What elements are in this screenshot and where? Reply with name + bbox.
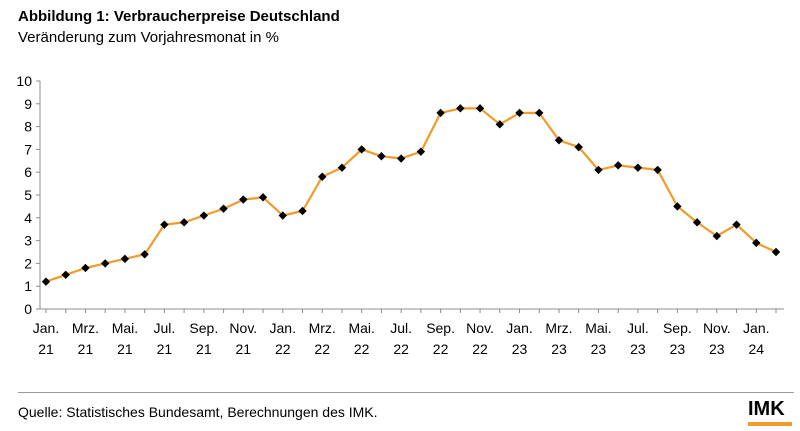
data-point — [298, 206, 307, 216]
data-point — [258, 193, 268, 202]
data-point — [633, 163, 643, 172]
data-point — [357, 145, 366, 154]
y-tick-label: 10 — [16, 73, 32, 89]
logo-bar — [748, 422, 792, 426]
x-tick-label-year: 22 — [354, 341, 370, 357]
x-tick-label-month: Nov. — [703, 320, 731, 336]
data-point — [140, 250, 149, 259]
x-tick-label-year: 23 — [670, 341, 686, 357]
data-point — [416, 147, 426, 156]
data-point — [396, 154, 406, 163]
x-tick-label-year: 22 — [472, 341, 488, 357]
y-axis: 0 1 2 3 4 5 6 7 8 9 10 — [16, 73, 41, 317]
data-point — [377, 152, 386, 161]
data-point — [535, 108, 544, 118]
x-tick-label-month: Sep. — [663, 320, 692, 336]
footer-divider — [18, 392, 794, 393]
data-point — [61, 270, 70, 279]
data-point — [199, 211, 209, 220]
x-tick-label-year: 22 — [393, 341, 409, 357]
data-point — [673, 202, 682, 211]
data-point — [160, 220, 169, 229]
chart-subtitle: Veränderung zum Vorjahresmonat in % — [18, 29, 279, 46]
y-tick-label: 5 — [24, 187, 32, 203]
x-tick-label-month: Jul. — [627, 320, 649, 336]
data-point — [81, 263, 90, 273]
data-point — [100, 259, 110, 268]
data-point — [179, 218, 189, 227]
data-point — [219, 204, 228, 213]
y-tick-label: 9 — [24, 96, 32, 112]
x-tick-label-month: Mai. — [112, 320, 138, 336]
data-point — [692, 218, 702, 227]
data-point — [752, 238, 761, 248]
y-tick-label: 8 — [24, 119, 32, 135]
source-note: Quelle: Statistisches Bundesamt, Berechn… — [18, 404, 378, 420]
y-tick-label: 2 — [24, 255, 32, 271]
data-point — [495, 120, 504, 129]
x-tick-label-month: Sep. — [426, 320, 455, 336]
data-point — [613, 161, 623, 170]
data-point — [594, 165, 603, 175]
data-point — [515, 108, 524, 118]
x-tick-label-month: Nov. — [229, 320, 257, 336]
y-tick-label: 3 — [24, 233, 32, 249]
data-point — [120, 254, 130, 264]
data-point — [732, 220, 741, 229]
data-point — [278, 211, 287, 220]
imk-logo: IMK — [748, 398, 794, 428]
x-tick-label-month: Mai. — [348, 320, 374, 336]
data-point — [318, 172, 327, 181]
x-tick-label-month: Jan. — [743, 320, 769, 336]
x-tick-label-month: Sep. — [189, 320, 218, 336]
x-tick-label-month: Mrz. — [309, 320, 336, 336]
data-point — [712, 231, 722, 241]
data-point — [337, 163, 347, 172]
x-tick-label-year: 23 — [551, 341, 567, 357]
x-tick-label-month: Mrz. — [545, 320, 572, 336]
x-tick-label-year: 23 — [709, 341, 725, 357]
x-tick-label-year: 21 — [236, 341, 252, 357]
x-tick-label-year: 23 — [512, 341, 528, 357]
y-tick-label: 0 — [24, 301, 32, 317]
x-tick-label-year: 21 — [78, 341, 94, 357]
x-tick-label-month: Mai. — [585, 320, 611, 336]
x-tick-label-month: Jan. — [33, 320, 59, 336]
x-tick-label-year: 23 — [630, 341, 646, 357]
x-tick-label-year: 21 — [157, 341, 173, 357]
x-tick-label-month: Jan. — [506, 320, 532, 336]
data-point — [653, 165, 662, 175]
data-point — [239, 195, 248, 204]
x-tick-label-month: Jul. — [390, 320, 412, 336]
data-point — [574, 142, 583, 152]
series-cpi — [41, 104, 781, 286]
data-point — [436, 108, 445, 118]
x-tick-label-month: Nov. — [466, 320, 494, 336]
data-point — [554, 136, 564, 145]
x-tick-label-month: Jul. — [153, 320, 175, 336]
data-point — [456, 104, 465, 113]
x-tick-label-year: 21 — [38, 341, 54, 357]
chart-title: Abbildung 1: Verbraucherpreise Deutschla… — [18, 8, 340, 25]
x-tick-label-year: 21 — [117, 341, 133, 357]
logo-text: IMK — [748, 398, 785, 420]
y-tick-label: 4 — [24, 210, 32, 226]
x-tick-label-year: 22 — [275, 341, 291, 357]
x-tick-label-month: Mrz. — [72, 320, 99, 336]
data-point — [475, 104, 485, 113]
x-tick-label-month: Jan. — [270, 320, 296, 336]
y-tick-label: 6 — [24, 164, 32, 180]
x-axis: Jan. 21 Mrz. 21 Mai. 21 Jul. 21 Sep. 21 Nov. 21 Jan.… — [33, 308, 785, 357]
x-tick-label-year: 22 — [433, 341, 449, 357]
data-point — [41, 277, 51, 286]
x-tick-label-year: 23 — [591, 341, 607, 357]
data-point — [771, 247, 781, 257]
x-tick-label-year: 24 — [748, 341, 764, 357]
x-tick-label-year: 22 — [314, 341, 330, 357]
series-line — [45, 107, 777, 283]
y-tick-label: 1 — [24, 278, 32, 294]
x-tick-label-year: 21 — [196, 341, 212, 357]
y-tick-label: 7 — [24, 141, 32, 157]
